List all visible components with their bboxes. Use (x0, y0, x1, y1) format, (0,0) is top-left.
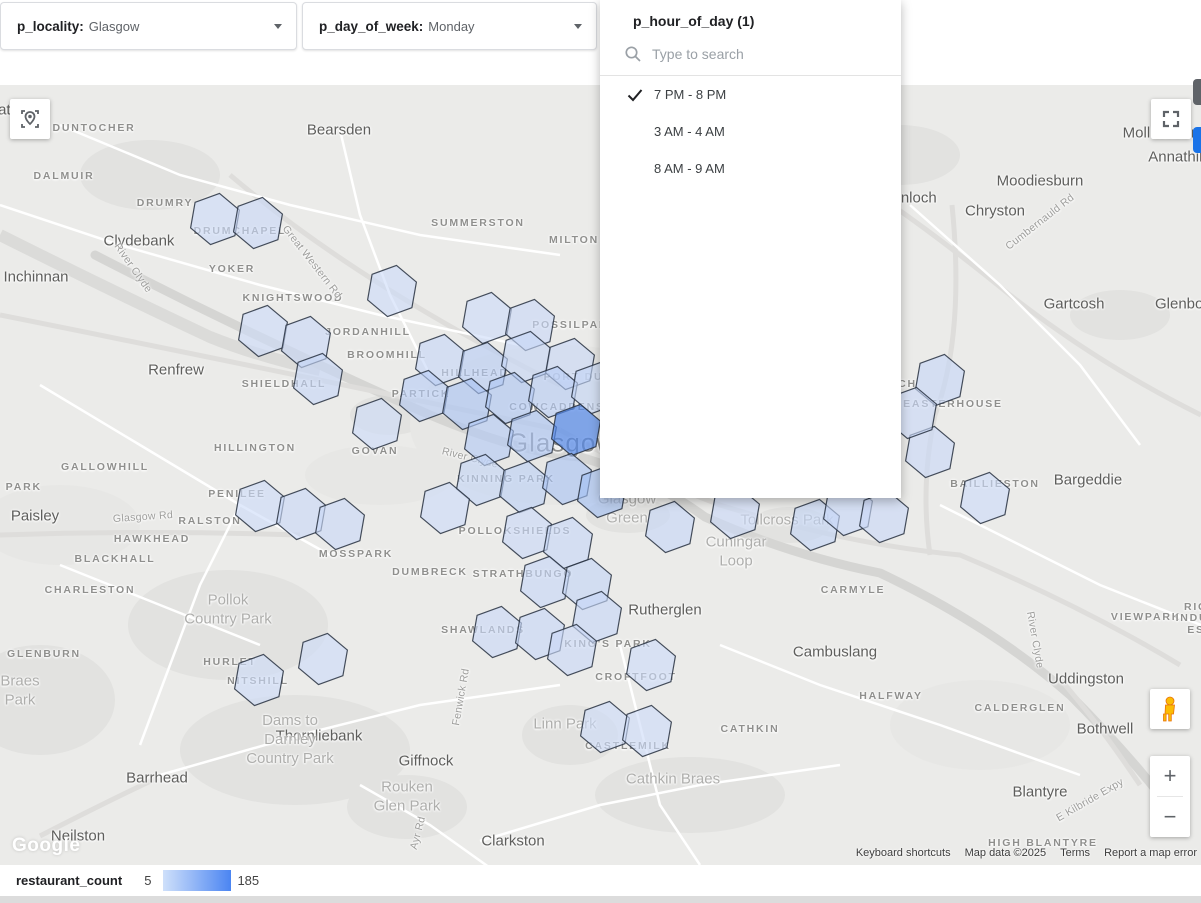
search-icon (625, 45, 641, 62)
zoom-control: + − (1150, 756, 1190, 837)
google-logo: Google (12, 835, 81, 856)
panel-title: p_hour_of_day (1) (633, 13, 755, 29)
hexbin-cell[interactable] (546, 623, 598, 677)
pegman-icon (1163, 696, 1175, 722)
hour-options-list: 7 PM - 8 PM 3 AM - 4 AM 8 AM - 9 AM (600, 76, 901, 187)
filter-label: p_locality: (17, 18, 84, 34)
hexbin-cell[interactable] (461, 291, 513, 345)
hexbin-cell[interactable] (366, 264, 418, 318)
hour-option[interactable]: 7 PM - 8 PM (600, 76, 901, 113)
hour-option[interactable]: 8 AM - 9 AM (600, 150, 901, 187)
legend-field-name: restaurant_count (16, 873, 123, 888)
hexbin-cell[interactable] (644, 500, 696, 554)
chevron-down-icon (574, 23, 582, 29)
hexbin-cell[interactable] (506, 409, 558, 463)
hexbin-cell[interactable] (579, 700, 631, 754)
legend-gradient-bar (163, 870, 232, 891)
hexbin-cell[interactable] (351, 397, 403, 451)
filter-label: p_day_of_week: (319, 18, 424, 34)
hexbin-cell[interactable] (471, 605, 523, 659)
hour-option-label: 7 PM - 8 PM (654, 87, 727, 102)
location-pin-icon (21, 110, 39, 128)
hour-option-label: 8 AM - 9 AM (654, 161, 725, 176)
hexbin-cell[interactable] (314, 497, 366, 551)
legend-min-value: 5 (144, 873, 152, 888)
zoom-in-button[interactable]: + (1163, 763, 1177, 788)
hexbin-cell[interactable] (233, 653, 285, 707)
filter-value: Monday (428, 18, 475, 34)
hexbin-cell[interactable] (959, 471, 1011, 525)
hour-option[interactable]: 3 AM - 4 AM (600, 113, 901, 150)
filter-chip-day-of-week[interactable]: p_day_of_week: Monday (302, 2, 597, 50)
hexbin-layer[interactable] (0, 85, 1201, 865)
hexbin-cell[interactable] (292, 352, 344, 406)
fullscreen-button[interactable] (1151, 99, 1191, 139)
hexbin-cell[interactable] (297, 632, 349, 686)
check-icon (627, 88, 643, 101)
search-row (600, 32, 901, 76)
terms-link[interactable]: Terms (1060, 847, 1091, 859)
recenter-location-button[interactable] (10, 99, 50, 139)
chevron-down-icon (274, 23, 282, 29)
zoom-divider (1157, 796, 1183, 797)
legend-bar: restaurant_count 5 185 (0, 865, 1201, 896)
hexbin-cell[interactable] (232, 196, 284, 250)
zoom-out-button[interactable]: − (1163, 804, 1177, 829)
search-input[interactable] (652, 45, 872, 62)
bottom-scroll-strip[interactable] (0, 896, 1201, 903)
map-data-text: Map data ©2025 (964, 847, 1047, 859)
hexbin-cell[interactable] (498, 460, 550, 514)
hexbin-cell[interactable] (419, 481, 471, 535)
filter-chip-locality[interactable]: p_locality: Glasgow (0, 2, 297, 50)
hour-of-day-dropdown-panel: p_hour_of_day (1) 7 PM - 8 PM 3 AM - 4 AM… (600, 0, 901, 498)
clipped-button-fragment-grey[interactable] (1193, 79, 1201, 105)
keyboard-shortcuts-link[interactable]: Keyboard shortcuts (855, 847, 951, 859)
clipped-button-fragment-blue[interactable] (1193, 127, 1201, 153)
hexbin-cell[interactable] (189, 192, 241, 246)
fullscreen-icon (1162, 110, 1180, 128)
hexbin-cell[interactable] (501, 506, 553, 560)
legend-max-value: 185 (237, 873, 260, 888)
map-attribution: Keyboard shortcuts Map data ©2025 Terms … (856, 847, 1197, 859)
hour-option-label: 3 AM - 4 AM (654, 124, 725, 139)
hexbin-cell[interactable] (858, 490, 910, 544)
filter-value: Glasgow (88, 18, 140, 34)
hexbin-cell[interactable] (621, 704, 673, 758)
report-map-error-link[interactable]: Report a map error (1104, 847, 1197, 859)
hexbin-cell[interactable] (237, 304, 289, 358)
hexbin-cell[interactable] (625, 638, 677, 692)
street-view-pegman-button[interactable] (1150, 689, 1190, 729)
